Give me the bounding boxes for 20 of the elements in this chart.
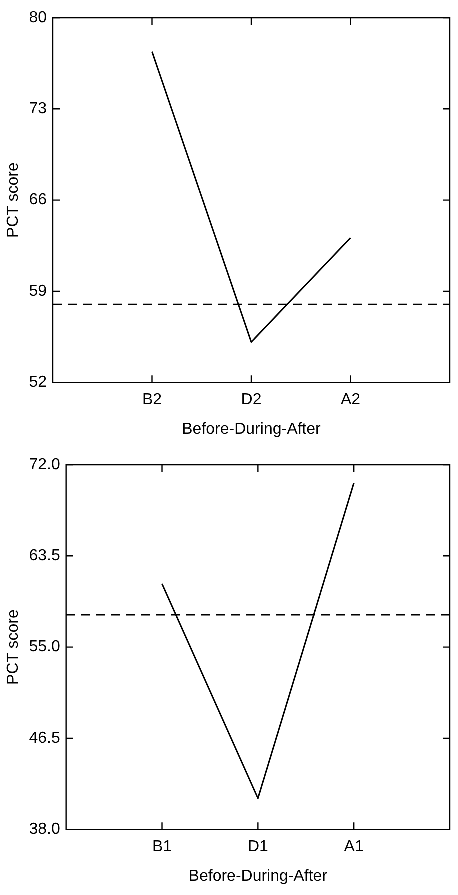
x-tick-label: B2	[142, 392, 162, 409]
y-tick-label: 46.5	[29, 730, 60, 747]
x-tick-label: A2	[340, 392, 361, 409]
y-axis-title: PCT score	[5, 162, 22, 238]
y-tick-label: 59	[29, 282, 48, 300]
y-tick-label: 72.0	[29, 456, 60, 474]
x-tick-label: B1	[152, 838, 172, 856]
x-tick-label: D2	[241, 392, 262, 409]
y-tick-label: 52	[29, 374, 48, 392]
x-axis-title: Before-During-After	[188, 868, 328, 885]
y-tick-label: 73	[29, 100, 48, 118]
y-tick-label: 63.5	[29, 548, 60, 565]
y-tick-label: 66	[29, 192, 48, 209]
y-axis-title: PCT score	[5, 610, 22, 685]
x-axis-title: Before-During-After	[182, 420, 322, 438]
x-tick-label: D1	[248, 838, 268, 856]
x-tick-label: A1	[344, 838, 364, 856]
y-tick-label: 55.0	[29, 638, 60, 656]
y-tick-label: 38.0	[29, 821, 60, 838]
y-tick-label: 80	[29, 9, 48, 26]
